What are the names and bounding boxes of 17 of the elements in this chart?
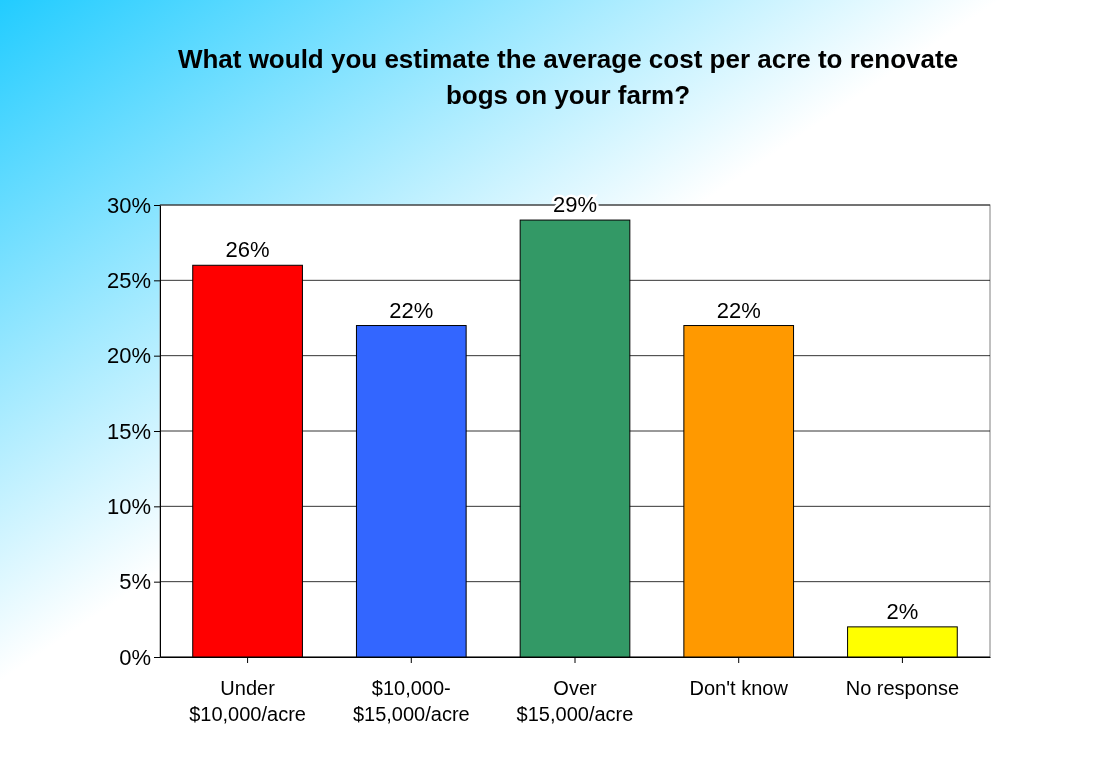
- y-tick-label: 10%: [106, 493, 151, 519]
- y-tick-label: 30%: [106, 192, 151, 218]
- x-tick-label: Don't know: [689, 677, 789, 699]
- y-tick-label: 20%: [106, 343, 151, 369]
- data-label: 22%: [716, 297, 761, 323]
- data-label: 2%: [886, 598, 919, 624]
- data-label: 22%: [389, 297, 434, 323]
- x-tick-label: No response: [845, 677, 960, 699]
- data-label: 26%: [225, 237, 270, 263]
- y-tick-label: 5%: [119, 569, 151, 595]
- x-tick-label: Over $15,000/acre: [516, 677, 634, 725]
- x-tick-label: Under $10,000/acre: [189, 677, 306, 725]
- x-tick-label: $10,000- $15,000/acre: [352, 677, 470, 725]
- y-tick-label: 15%: [106, 418, 151, 444]
- y-tick-label: 25%: [106, 267, 151, 293]
- y-tick-label: 0%: [119, 644, 151, 670]
- chart-title: What would you estimate the average cost per acre to renovate bogs on your farm?: [177, 44, 959, 110]
